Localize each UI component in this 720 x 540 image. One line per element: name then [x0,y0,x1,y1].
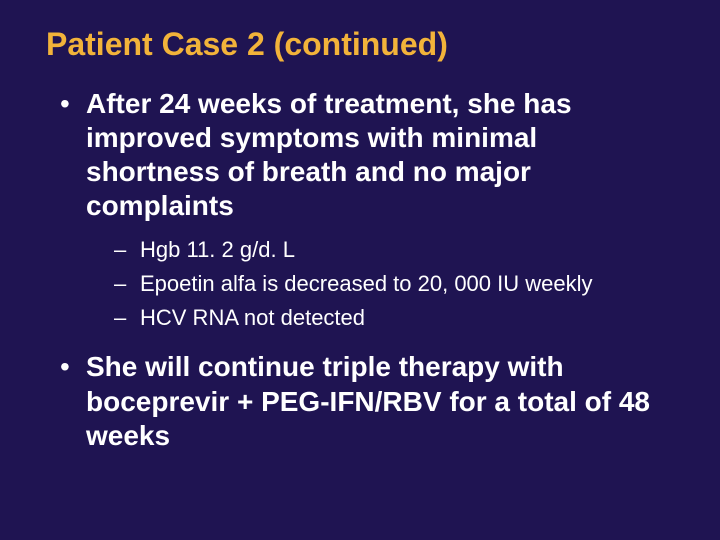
sub-bullet-text: Hgb 11. 2 g/d. L [140,237,295,262]
bullet-item: She will continue triple therapy with bo… [56,350,674,452]
slide: Patient Case 2 (continued) After 24 week… [0,0,720,540]
bullet-item: After 24 weeks of treatment, she has imp… [56,87,674,333]
bullet-text: She will continue triple therapy with bo… [86,351,650,450]
sub-bullet-item: Epoetin alfa is decreased to 20, 000 IU … [114,269,674,299]
sub-bullet-item: HCV RNA not detected [114,303,674,333]
slide-title: Patient Case 2 (continued) [46,26,674,63]
sub-bullet-text: Epoetin alfa is decreased to 20, 000 IU … [140,271,593,296]
bullet-text: After 24 weeks of treatment, she has imp… [86,88,572,221]
bullet-list: After 24 weeks of treatment, she has imp… [46,87,674,453]
sub-bullet-item: Hgb 11. 2 g/d. L [114,235,674,265]
sub-bullet-list: Hgb 11. 2 g/d. L Epoetin alfa is decreas… [86,235,674,332]
sub-bullet-text: HCV RNA not detected [140,305,365,330]
